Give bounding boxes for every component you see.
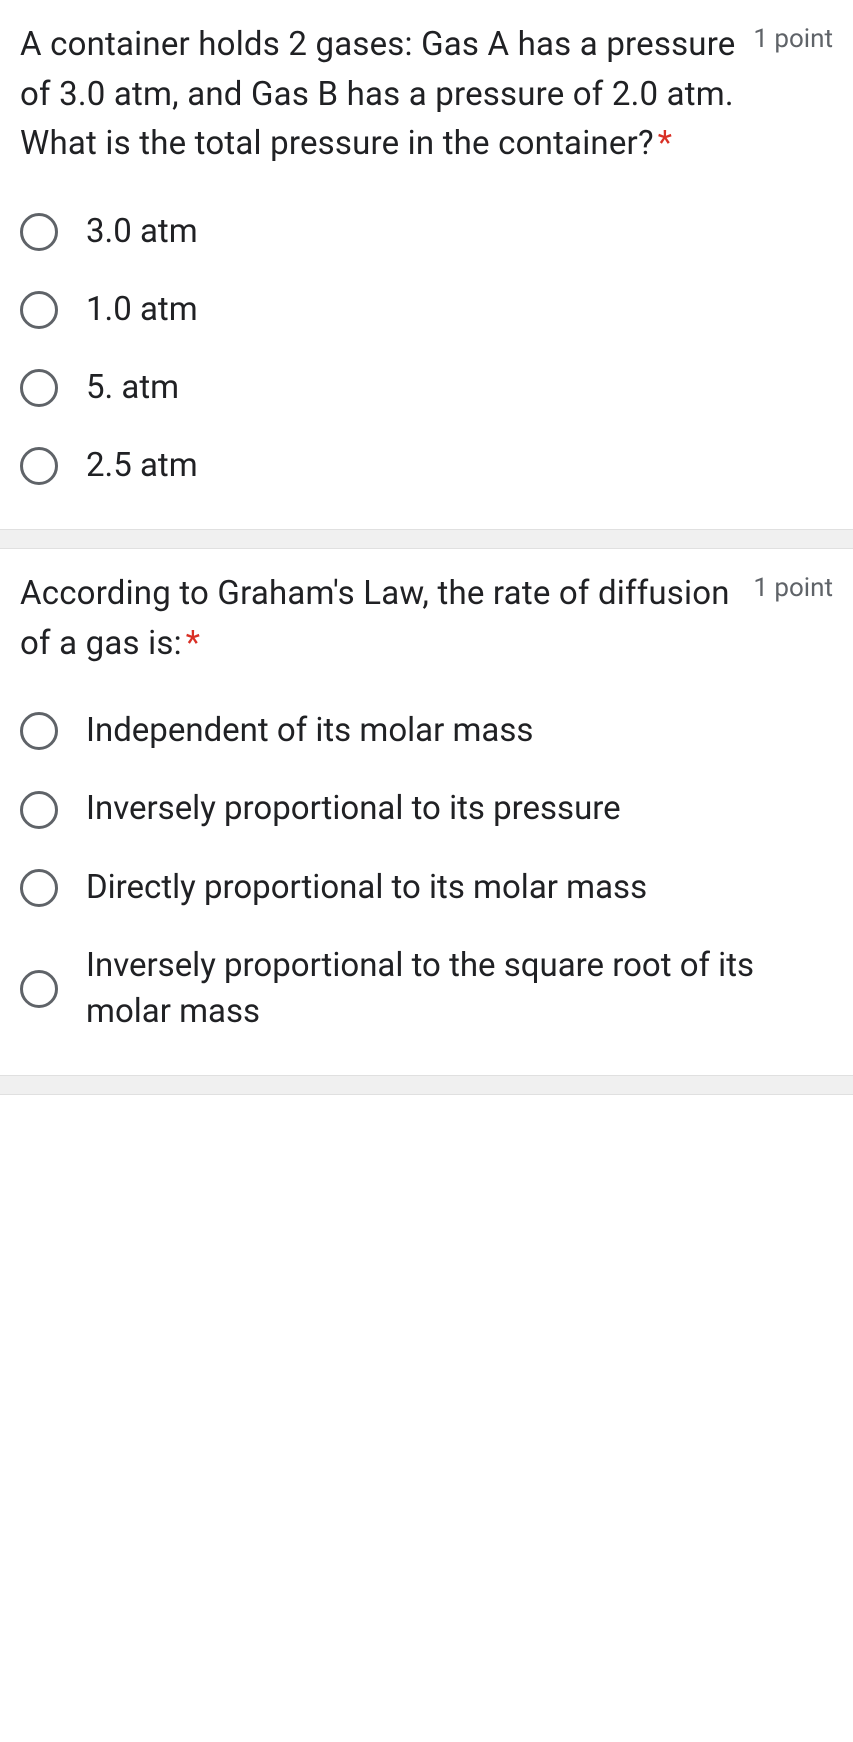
options-list: Independent of its molar mass Inversely … xyxy=(20,708,833,1035)
question-header: A container holds 2 gases: Gas A has a p… xyxy=(20,20,833,169)
radio-option[interactable]: Independent of its molar mass xyxy=(20,708,833,754)
radio-option[interactable]: 3.0 atm xyxy=(20,209,833,255)
radio-icon xyxy=(20,869,58,907)
radio-icon xyxy=(20,791,58,829)
question-text: According to Graham's Law, the rate of d… xyxy=(20,574,730,663)
option-label: 3.0 atm xyxy=(86,209,198,255)
required-indicator: * xyxy=(658,124,672,163)
radio-icon xyxy=(20,369,58,407)
option-label: 2.5 atm xyxy=(86,443,198,489)
option-label: 5. atm xyxy=(86,365,179,411)
radio-option[interactable]: 5. atm xyxy=(20,365,833,411)
radio-option[interactable]: Directly proportional to its molar mass xyxy=(20,865,833,911)
radio-option[interactable]: 1.0 atm xyxy=(20,287,833,333)
radio-icon xyxy=(20,213,58,251)
option-label: Inversely proportional to the square roo… xyxy=(86,943,833,1035)
points-label: 1 point xyxy=(753,24,833,54)
required-indicator: * xyxy=(186,624,200,663)
radio-icon xyxy=(20,712,58,750)
option-label: 1.0 atm xyxy=(86,287,198,333)
radio-option[interactable]: 2.5 atm xyxy=(20,443,833,489)
question-header: According to Graham's Law, the rate of d… xyxy=(20,569,833,668)
radio-icon xyxy=(20,970,58,1008)
divider xyxy=(0,529,853,549)
question-text-wrap: A container holds 2 gases: Gas A has a p… xyxy=(20,20,743,169)
option-label: Directly proportional to its molar mass xyxy=(86,865,647,911)
points-label: 1 point xyxy=(753,573,833,603)
radio-option[interactable]: Inversely proportional to its pressure xyxy=(20,786,833,832)
radio-option[interactable]: Inversely proportional to the square roo… xyxy=(20,943,833,1035)
option-label: Independent of its molar mass xyxy=(86,708,533,754)
options-list: 3.0 atm 1.0 atm 5. atm 2.5 atm xyxy=(20,209,833,490)
question-block-2: According to Graham's Law, the rate of d… xyxy=(0,549,853,1075)
question-text-wrap: According to Graham's Law, the rate of d… xyxy=(20,569,743,668)
option-label: Inversely proportional to its pressure xyxy=(86,786,621,832)
radio-icon xyxy=(20,447,58,485)
question-text: A container holds 2 gases: Gas A has a p… xyxy=(20,25,735,163)
divider xyxy=(0,1075,853,1095)
question-block-1: A container holds 2 gases: Gas A has a p… xyxy=(0,0,853,529)
radio-icon xyxy=(20,291,58,329)
